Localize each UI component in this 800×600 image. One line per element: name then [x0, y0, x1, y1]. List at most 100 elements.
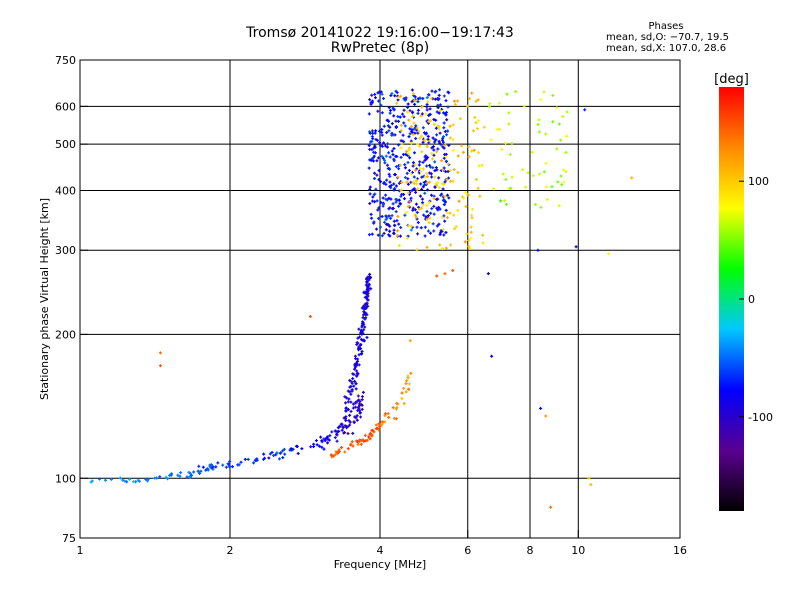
data-point	[468, 247, 472, 251]
data-point	[452, 99, 456, 103]
data-point	[368, 187, 372, 191]
data-point	[365, 302, 369, 306]
data-point	[314, 439, 318, 443]
data-point	[446, 129, 450, 133]
data-point	[360, 407, 364, 411]
data-point	[434, 138, 438, 142]
data-point	[368, 201, 372, 205]
data-point	[341, 425, 345, 429]
data-point	[409, 371, 413, 375]
data-point	[416, 232, 420, 236]
data-point	[477, 164, 481, 168]
data-point	[360, 398, 364, 402]
data-point	[367, 282, 371, 286]
data-point	[158, 475, 162, 479]
data-point	[407, 152, 411, 156]
data-point	[423, 234, 427, 238]
data-point	[442, 198, 446, 202]
data-point	[414, 202, 418, 206]
data-point	[401, 133, 405, 137]
data-point	[179, 471, 183, 475]
data-point	[359, 328, 363, 332]
data-point	[412, 175, 416, 179]
data-point	[346, 407, 350, 411]
data-point	[430, 152, 434, 156]
data-point	[281, 449, 285, 453]
data-point	[354, 387, 358, 391]
data-point	[437, 111, 441, 115]
data-point	[481, 233, 485, 237]
data-point	[392, 107, 396, 111]
data-point	[397, 244, 401, 248]
data-point	[363, 317, 367, 321]
data-point	[206, 467, 210, 471]
data-point	[337, 449, 341, 453]
data-point	[367, 278, 371, 282]
data-point	[437, 139, 441, 143]
data-point	[545, 197, 549, 201]
data-point	[357, 402, 361, 406]
data-point	[404, 390, 408, 394]
data-point	[392, 182, 396, 186]
data-point	[221, 463, 225, 467]
data-point	[374, 423, 378, 427]
data-point	[368, 185, 372, 189]
data-point	[373, 131, 377, 135]
data-point	[420, 206, 424, 210]
data-point	[385, 223, 389, 227]
data-point	[416, 108, 420, 112]
data-point	[444, 159, 448, 163]
data-point	[388, 180, 392, 184]
data-point	[383, 161, 387, 165]
data-point	[393, 94, 397, 98]
data-point	[425, 217, 429, 221]
data-point	[426, 229, 430, 233]
data-point	[503, 199, 507, 203]
data-point	[367, 143, 371, 147]
data-point	[366, 298, 370, 302]
data-point	[401, 112, 405, 116]
data-point	[406, 102, 410, 106]
data-point	[320, 439, 324, 443]
data-point	[392, 114, 396, 118]
data-point	[462, 196, 466, 200]
phase-stats: Phases mean, sd,O: −70.7, 19.5 mean, sd,…	[606, 21, 729, 54]
data-point	[478, 194, 482, 198]
data-point	[442, 203, 446, 207]
data-point	[504, 177, 508, 181]
data-point	[394, 210, 398, 214]
data-point	[430, 146, 434, 150]
data-point	[435, 110, 439, 114]
data-point	[431, 136, 435, 140]
phase-stats-o: mean, sd,O: −70.7, 19.5	[606, 32, 729, 43]
data-point	[357, 327, 361, 331]
chart-title-line1: Tromsø 20141022 19:16:00−19:17:43	[246, 25, 514, 41]
data-point	[396, 115, 400, 119]
data-point	[424, 180, 428, 184]
data-point	[449, 179, 453, 183]
data-point	[349, 442, 353, 446]
data-point	[412, 121, 416, 125]
data-point	[397, 204, 401, 208]
data-point	[366, 286, 370, 290]
data-point	[373, 200, 377, 204]
data-point	[355, 414, 359, 418]
data-point	[564, 170, 568, 174]
data-point	[472, 148, 476, 152]
data-point	[342, 416, 346, 420]
data-point	[429, 172, 433, 176]
data-point	[464, 205, 468, 209]
data-point	[371, 159, 375, 163]
data-point	[352, 384, 356, 388]
data-point	[559, 174, 563, 178]
data-point	[109, 477, 113, 481]
data-point	[416, 131, 420, 135]
data-point	[383, 420, 387, 424]
data-point	[369, 212, 373, 216]
data-point	[333, 436, 337, 440]
data-point	[348, 379, 352, 383]
data-point	[370, 429, 374, 433]
data-point	[427, 200, 431, 204]
data-point	[380, 130, 384, 134]
data-point	[121, 478, 125, 482]
